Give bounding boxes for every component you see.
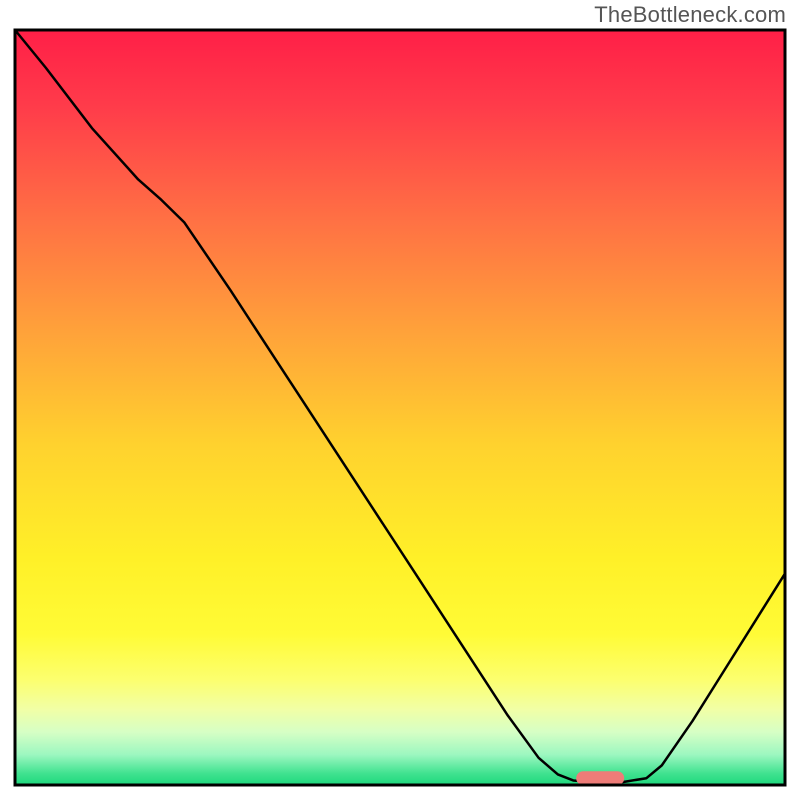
- chart-container: TheBottleneck.com: [0, 0, 800, 800]
- bottleneck-chart: [0, 0, 800, 800]
- watermark-text: TheBottleneck.com: [594, 2, 786, 28]
- chart-background: [15, 30, 785, 785]
- optimal-marker: [576, 771, 624, 785]
